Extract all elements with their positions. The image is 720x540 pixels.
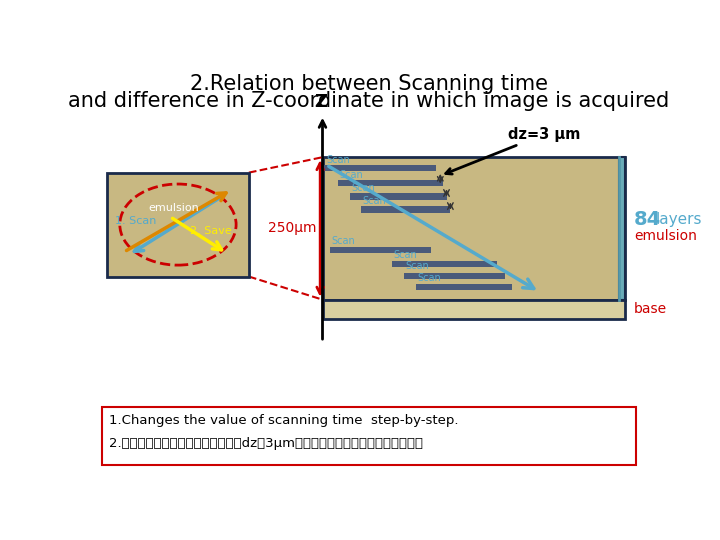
Text: Scan: Scan xyxy=(340,170,364,180)
Bar xyxy=(102,408,636,465)
Bar xyxy=(392,261,497,267)
Text: Scan: Scan xyxy=(417,273,441,283)
Text: Scan: Scan xyxy=(394,249,418,260)
Text: and difference in Z-coordinate in which image is acquired: and difference in Z-coordinate in which … xyxy=(68,91,670,111)
Text: 2.Relation between Scanning time: 2.Relation between Scanning time xyxy=(190,74,548,94)
Bar xyxy=(330,247,431,253)
Bar xyxy=(415,284,513,291)
Bar xyxy=(404,273,505,279)
Bar xyxy=(361,206,451,213)
Text: Scan: Scan xyxy=(363,197,387,206)
Text: 1. Scan: 1. Scan xyxy=(114,215,156,226)
Text: emulsion: emulsion xyxy=(634,229,697,243)
Text: Scan: Scan xyxy=(326,155,350,165)
Bar xyxy=(618,157,625,300)
Text: base: base xyxy=(634,302,667,316)
Text: Scan: Scan xyxy=(351,184,375,193)
Text: layers: layers xyxy=(656,212,702,227)
Text: Scan: Scan xyxy=(332,236,356,246)
Text: 84: 84 xyxy=(634,210,661,228)
Bar xyxy=(107,173,249,276)
Text: 250μm: 250μm xyxy=(268,221,316,235)
Bar xyxy=(323,157,625,300)
Bar xyxy=(324,165,436,171)
Text: Scan: Scan xyxy=(405,261,429,271)
Text: 2.画像が取得される位置の差であるdzが3μmになっているのかどうかを調べた。: 2.画像が取得される位置の差であるdzが3μmになっているのかどうかを調べた。 xyxy=(109,437,423,450)
Text: emulsion: emulsion xyxy=(149,202,199,213)
Bar xyxy=(323,300,625,319)
Text: Z: Z xyxy=(315,93,328,111)
Bar xyxy=(338,180,443,186)
Text: 1.Changes the value of scanning time  step-by-step.: 1.Changes the value of scanning time ste… xyxy=(109,414,458,427)
Bar xyxy=(350,193,446,200)
Text: dz=3 μm: dz=3 μm xyxy=(446,126,581,174)
Text: 2. Save: 2. Save xyxy=(189,226,231,236)
